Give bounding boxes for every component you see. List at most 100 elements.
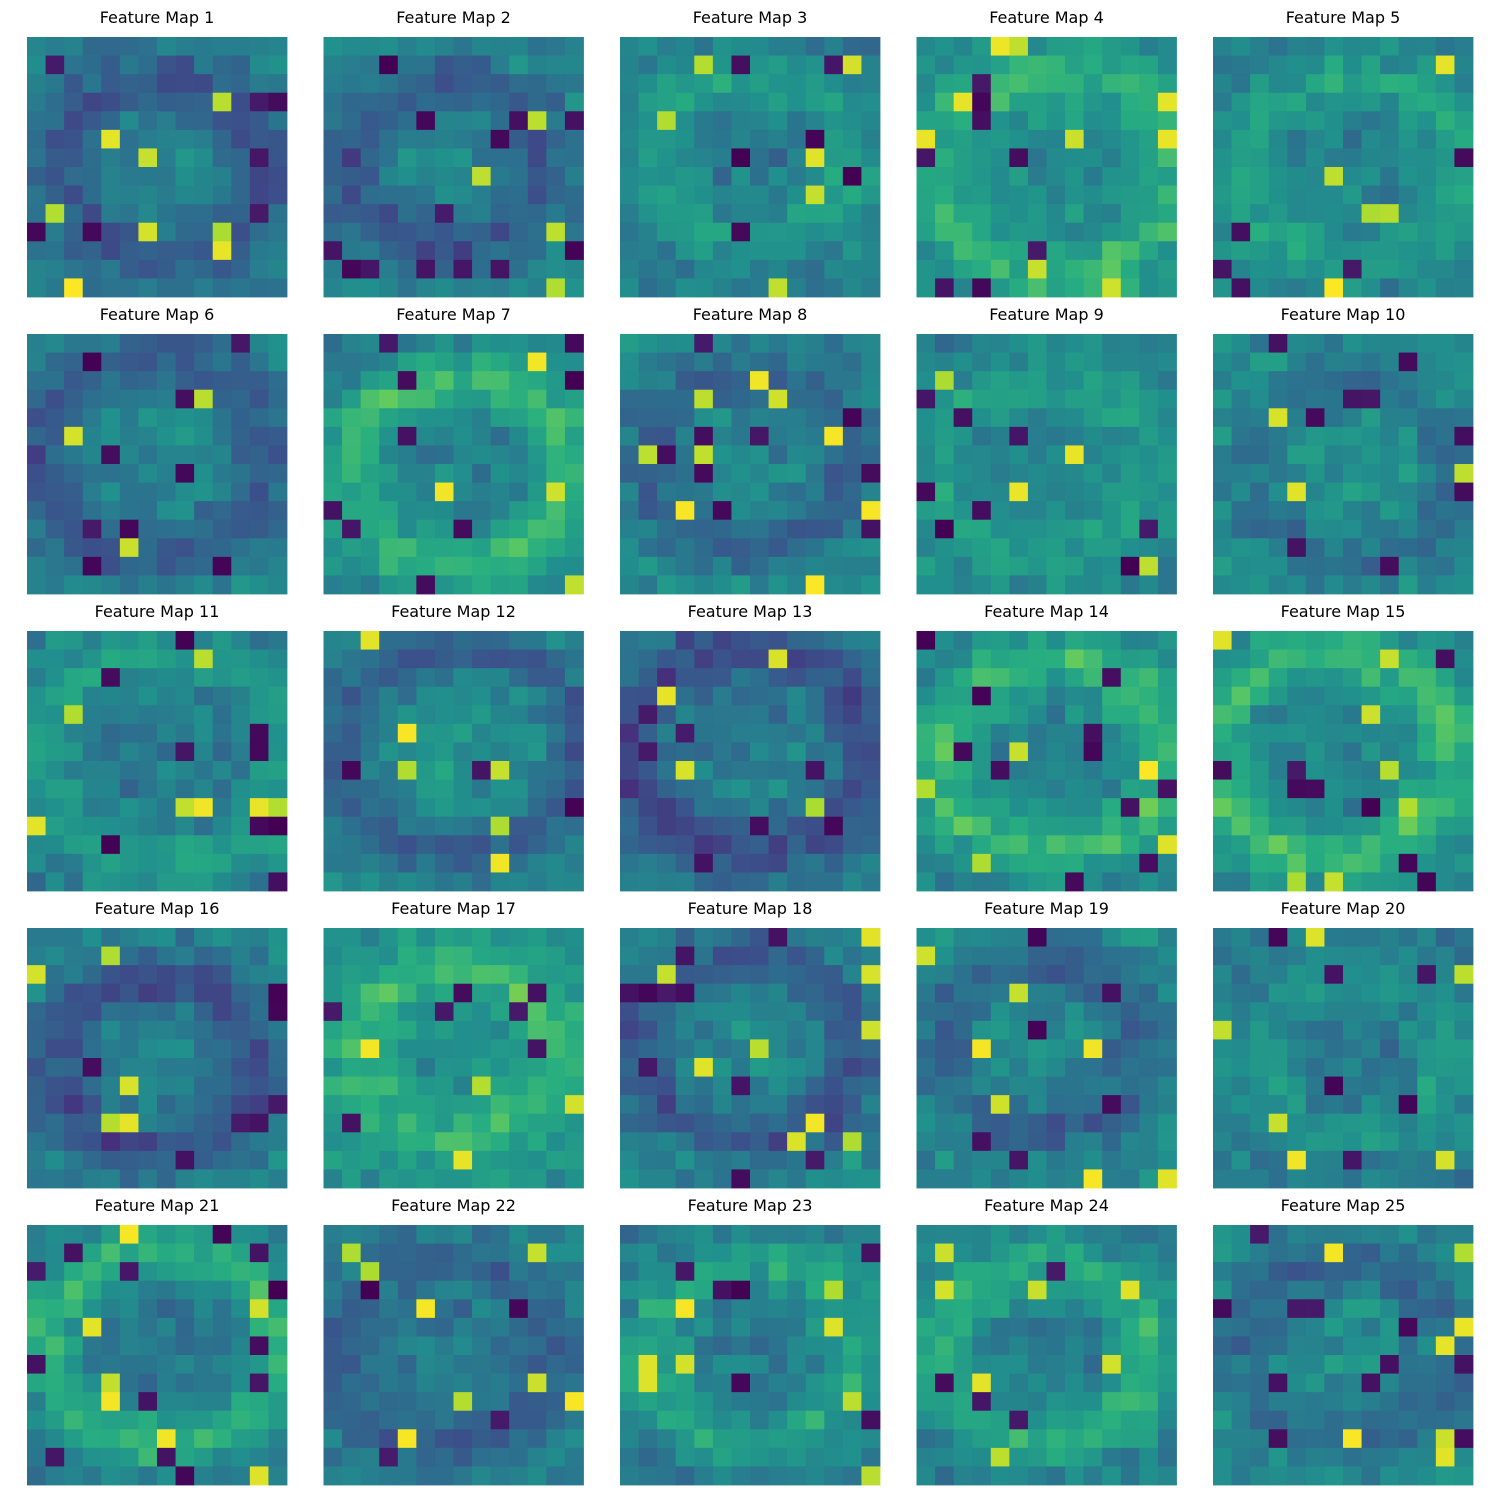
heatmap-cell (1213, 853, 1232, 873)
heatmap-cell (1083, 464, 1103, 483)
heatmap-cell (27, 241, 46, 261)
heatmap-cell (1435, 1095, 1455, 1115)
heatmap-cell (842, 426, 862, 446)
heatmap-cell (138, 1076, 158, 1096)
heatmap-cell (1083, 575, 1103, 595)
heatmap-cell (175, 649, 195, 669)
heatmap-cell (342, 779, 362, 799)
heatmap-cell (1027, 1280, 1047, 1300)
heatmap-cell (1305, 1113, 1325, 1133)
heatmap-cell (342, 1225, 362, 1244)
heatmap-cell (27, 1132, 46, 1152)
heatmap-cell (82, 1280, 102, 1300)
heatmap-cell (416, 1113, 436, 1133)
heatmap-cell (731, 723, 751, 743)
heatmap-cell (657, 1002, 677, 1022)
heatmap-cell (750, 148, 769, 168)
heatmap-cell (1417, 352, 1437, 372)
heatmap-cell (490, 1002, 510, 1022)
heatmap-cell (1343, 167, 1362, 186)
heatmap-cell (397, 278, 417, 298)
heatmap-cell (824, 668, 844, 688)
heatmap-cell (119, 37, 139, 56)
heatmap-cell (82, 167, 102, 186)
heatmap-cell (472, 1355, 492, 1374)
heatmap-cell (1046, 1132, 1066, 1152)
heatmap-cell (935, 445, 955, 465)
heatmap-cell (1324, 1410, 1344, 1430)
heatmap-cell (842, 352, 862, 372)
heatmap-cell (527, 55, 547, 75)
heatmap-cell (138, 631, 158, 650)
heatmap-cell (64, 1299, 84, 1319)
heatmap-cell (360, 779, 380, 799)
heatmap-cell (1343, 1447, 1362, 1467)
heatmap-cell (360, 55, 380, 75)
heatmap-cell (1027, 111, 1047, 131)
heatmap-cell (249, 1076, 269, 1096)
heatmap-cell (1102, 259, 1122, 279)
heatmap-cell (1361, 853, 1381, 873)
heatmap-cell (694, 1466, 714, 1486)
heatmap-cell (675, 334, 695, 353)
heatmap-cell (157, 742, 176, 762)
heatmap-cell (712, 408, 732, 428)
heatmap-cell (397, 482, 417, 502)
heatmap-cell (638, 1466, 658, 1486)
heatmap-cell (101, 1299, 121, 1319)
heatmap-cell (1065, 668, 1085, 688)
heatmap-cell (861, 835, 881, 855)
heatmap-cell (379, 1410, 399, 1430)
heatmap-cell (101, 519, 121, 539)
heatmap-cell (212, 1262, 232, 1282)
heatmap-cell (1157, 482, 1177, 502)
heatmap-cell (1343, 148, 1362, 168)
heatmap-cell (805, 129, 825, 149)
heatmap-cell (564, 259, 584, 279)
heatmap-cell (434, 1392, 454, 1412)
heatmap-cell (1027, 538, 1047, 558)
heatmap-cell (231, 835, 251, 855)
heatmap-cell (990, 928, 1010, 947)
heatmap-cell (268, 1447, 288, 1467)
heatmap-cell (768, 148, 788, 168)
heatmap-cell (82, 1262, 102, 1282)
heatmap-cell (82, 705, 102, 725)
heatmap-cell (157, 928, 176, 947)
heatmap-cell (82, 482, 102, 502)
heatmap-cell (453, 779, 473, 799)
heatmap-cell (1250, 1336, 1270, 1356)
heatmap-cell (527, 853, 547, 873)
heatmap-cell (212, 1002, 232, 1022)
heatmap-cell (1435, 686, 1455, 706)
heatmap-cell (1324, 55, 1344, 75)
heatmap-cell (638, 464, 658, 483)
heatmap-cell (750, 1095, 769, 1115)
heatmap-cell (972, 1113, 992, 1133)
heatmap-cell (953, 686, 973, 706)
heatmap-cell (546, 649, 566, 669)
heatmap-cell (953, 631, 973, 650)
heatmap-cell (824, 556, 844, 576)
heatmap-cell (1305, 259, 1325, 279)
heatmap-cell (972, 1058, 992, 1077)
heatmap-cell (657, 241, 677, 261)
heatmap-cell (323, 798, 343, 818)
heatmap-cell (694, 1262, 714, 1282)
heatmap-cell (1213, 222, 1232, 242)
feature-map-10: Feature Map 10 (1213, 305, 1474, 595)
heatmap-cell (768, 519, 788, 539)
heatmap-cell (861, 74, 881, 94)
heatmap-cell (694, 185, 714, 205)
heatmap-cell (45, 278, 65, 298)
heatmap-cell (1027, 37, 1047, 56)
heatmap-cell (638, 408, 658, 428)
heatmap-cell (935, 872, 955, 892)
heatmap-cell (750, 445, 769, 465)
heatmap-cell (805, 241, 825, 261)
heatmap-cell (490, 779, 510, 799)
heatmap-cell (472, 1280, 492, 1300)
heatmap-cell (527, 501, 547, 521)
heatmap-cell (842, 37, 862, 56)
heatmap-cell (194, 37, 214, 56)
